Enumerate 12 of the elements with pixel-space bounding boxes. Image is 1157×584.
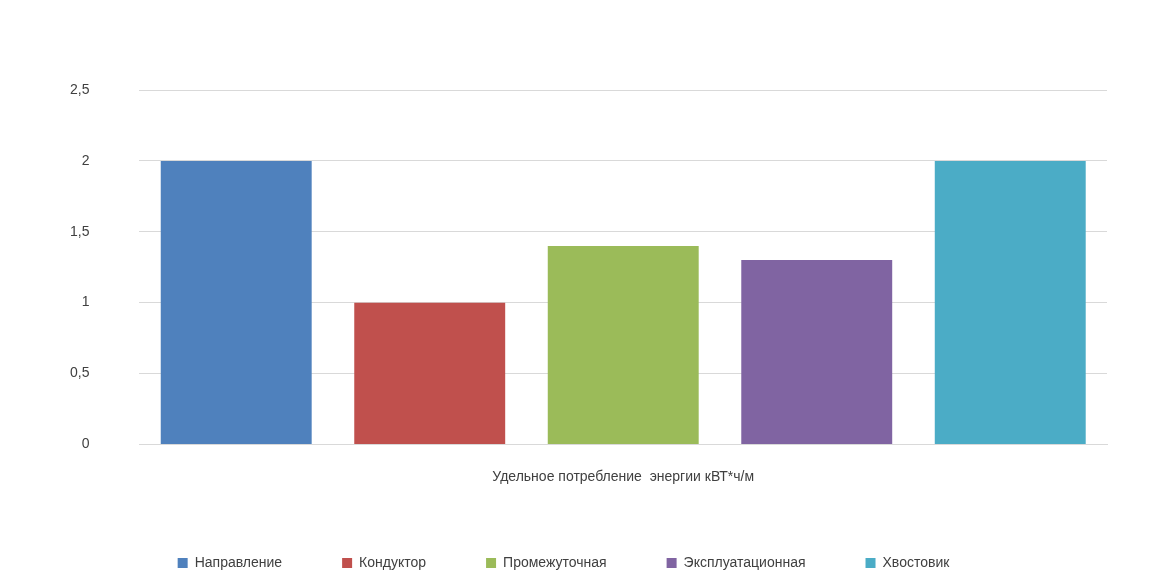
y-tick-label: 1,5 (69, 222, 90, 239)
legend-label: Кондуктор (359, 553, 427, 570)
legend-label: Направление (194, 553, 283, 570)
y-tick-label: 1 (81, 293, 90, 310)
legend-label: Промежуточная (503, 553, 607, 570)
x-axis-title: Удельное потребление энергии кВТ*ч/м (492, 468, 755, 485)
y-tick-label: 0 (81, 435, 90, 452)
y-tick-label: 2,5 (69, 80, 90, 97)
legend-label: Эксплуатационная (683, 553, 806, 570)
legend-label: Хвостовик (882, 553, 951, 570)
y-tick-label: 0,5 (69, 364, 90, 381)
y-tick-label: 2 (81, 151, 90, 168)
